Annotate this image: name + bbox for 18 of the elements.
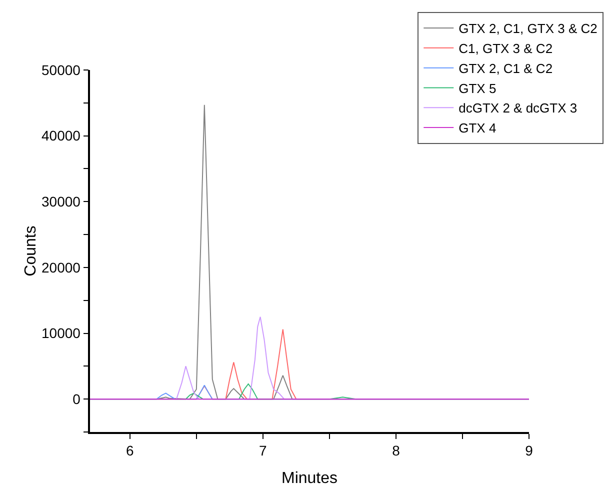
y-tick-label: 20000 (42, 259, 81, 276)
x-tick-label: 7 (259, 442, 268, 459)
y-tick-label: 10000 (42, 325, 81, 342)
x-tick-label: 8 (392, 442, 400, 459)
legend-label: GTX 2, C1 & C2 (458, 60, 553, 76)
x-tick-label: 9 (525, 442, 534, 459)
legend-label: dcGTX 2 & dcGTX 3 (458, 100, 578, 116)
y-tick-label: 50000 (42, 62, 81, 78)
legend-label: GTX 5 (458, 80, 496, 96)
y-tick-label: 0 (72, 390, 81, 407)
legend-label: GTX 2, C1, GTX 3 & C2 (458, 21, 598, 36)
y-axis-title: Counts (22, 226, 40, 276)
legend-label: C1, GTX 3 & C2 (458, 41, 553, 56)
x-axis-title: Minutes (281, 470, 338, 487)
y-tick-label: 40000 (42, 128, 81, 144)
legend-label: GTX 4 (458, 120, 496, 136)
x-tick-label: 6 (126, 442, 134, 459)
y-tick-label: 30000 (42, 194, 81, 210)
